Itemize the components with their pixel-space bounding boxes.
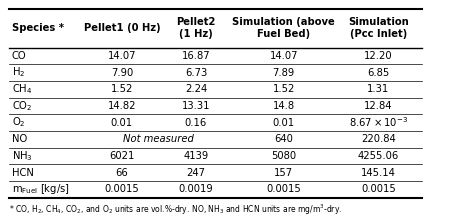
Text: 7.90: 7.90 [111,68,133,78]
Text: m$_{\mathrm{Fuel}}$ [kg/s]: m$_{\mathrm{Fuel}}$ [kg/s] [12,182,70,196]
Text: 4139: 4139 [183,151,209,161]
Text: 0.0015: 0.0015 [361,184,396,194]
Text: HCN: HCN [12,168,34,178]
Text: 6.85: 6.85 [367,68,390,78]
Text: 0.01: 0.01 [111,118,133,128]
Text: NO: NO [12,134,27,144]
Text: 145.14: 145.14 [361,168,396,178]
Text: 247: 247 [186,168,206,178]
Text: 14.07: 14.07 [269,51,298,61]
Text: CO$_2$: CO$_2$ [12,99,33,113]
Text: 220.84: 220.84 [361,134,396,144]
Text: 1.52: 1.52 [110,84,133,94]
Text: 16.87: 16.87 [182,51,210,61]
Text: Not measured: Not measured [123,134,194,144]
Text: $8.67 \times 10^{-3}$: $8.67 \times 10^{-3}$ [349,116,408,130]
Text: 0.0015: 0.0015 [266,184,301,194]
Text: CO: CO [12,51,27,61]
Text: 157: 157 [274,168,293,178]
Text: 14.82: 14.82 [108,101,136,111]
Text: * CO, H$_2$, CH$_4$, CO$_2$, and O$_2$ units are vol.%-dry. NO, NH$_3$ and HCN u: * CO, H$_2$, CH$_4$, CO$_2$, and O$_2$ u… [9,202,343,217]
Text: 0.0015: 0.0015 [104,184,139,194]
Text: Pellet2
(1 Hz): Pellet2 (1 Hz) [176,17,216,39]
Text: 5080: 5080 [271,151,296,161]
Text: 14.8: 14.8 [273,101,295,111]
Text: Simulation
(Pcc Inlet): Simulation (Pcc Inlet) [348,17,409,39]
Text: 66: 66 [116,168,128,178]
Text: 2.24: 2.24 [185,84,207,94]
Text: 640: 640 [274,134,293,144]
Text: 0.16: 0.16 [185,118,207,128]
Text: 1.31: 1.31 [367,84,390,94]
Text: 7.89: 7.89 [273,68,295,78]
Text: Species *: Species * [12,23,64,33]
Text: CH$_4$: CH$_4$ [12,82,33,96]
Text: 12.84: 12.84 [364,101,393,111]
Text: Pellet1 (0 Hz): Pellet1 (0 Hz) [83,23,160,33]
Text: H$_2$: H$_2$ [12,66,25,79]
Text: 6021: 6021 [109,151,135,161]
Text: O$_2$: O$_2$ [12,116,26,130]
Text: 6.73: 6.73 [185,68,207,78]
Text: 14.07: 14.07 [108,51,136,61]
Text: 4255.06: 4255.06 [358,151,399,161]
Text: 13.31: 13.31 [182,101,210,111]
Text: 0.0019: 0.0019 [179,184,213,194]
Text: 0.01: 0.01 [273,118,295,128]
Text: NH$_3$: NH$_3$ [12,149,33,163]
Text: 12.20: 12.20 [364,51,393,61]
Text: 1.52: 1.52 [273,84,295,94]
Text: Simulation (above
Fuel Bed): Simulation (above Fuel Bed) [232,17,335,39]
